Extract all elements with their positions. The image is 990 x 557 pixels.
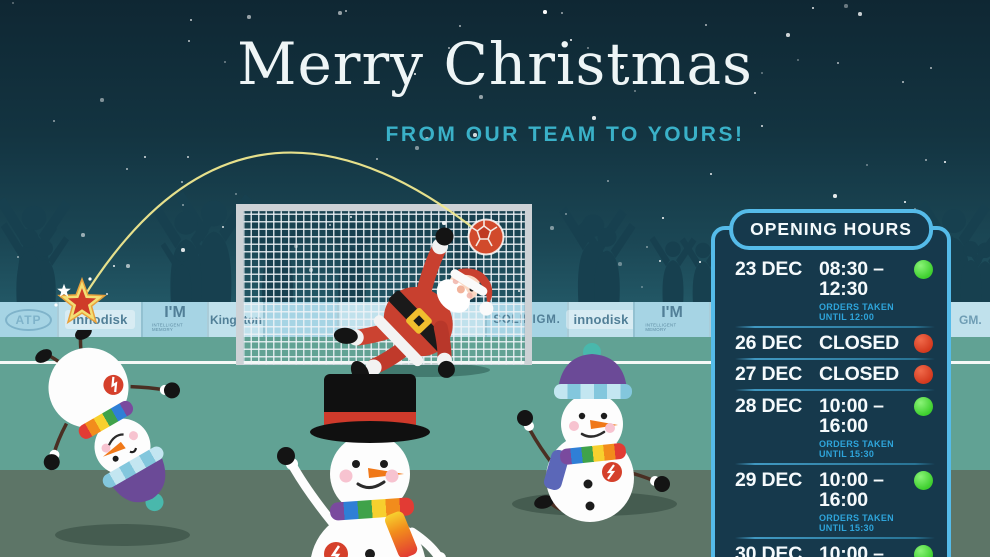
snowman-top-hat [277,374,446,557]
status-dot [914,396,933,416]
sponsor-im-2: I'M INTELLIGENT MEMORY [633,302,709,337]
shadow [360,363,490,377]
status-dot [914,470,933,490]
row-hours: 08:30 – 12:30 [819,258,884,301]
sponsor-im: I'M INTELLIGENT MEMORY [141,302,207,337]
innodisk-logo: innodisk [566,310,636,329]
row-day: 29 DEC [735,468,803,491]
row-divider [735,537,935,540]
solidigm-partial-logo: GM. [959,312,982,327]
greeting-title-block: Merry Christmas FROM OUR TEAM TO YOURS! [0,30,990,147]
opening-hours-panel: OPENING HOURS 23 DEC 08:30 – 12:30 ORDER… [711,209,951,557]
row-note: ORDERS TAKEN UNTIL 15:30 [819,512,894,533]
opening-hours-header: OPENING HOURS [729,209,933,250]
football [467,218,505,256]
status-dot [914,365,933,385]
row-hours: 10:00 – 16:00 [819,394,884,438]
status-dot [914,260,933,279]
row-day: 30 DEC [735,542,803,557]
row-note: ORDERS TAKEN UNTIL 15:30 [819,438,894,459]
row-day: 23 DEC [735,258,803,280]
opening-hours-row: 23 DEC 08:30 – 12:30 ORDERS TAKEN UNTIL … [735,256,935,325]
row-day: 26 DEC [735,331,803,354]
im-logo: I'M INTELLIGENT MEMORY [151,304,186,333]
page-title: Merry Christmas [237,30,753,98]
row-divider [735,463,935,466]
opening-hours-row: 26 DEC CLOSED [735,330,935,356]
status-dot [914,544,933,557]
santa-goalkeeper [333,227,494,384]
row-divider [735,357,935,360]
row-divider [735,389,935,392]
opening-hours-row: 30 DEC 10:00 – 16:00 ORDERS TAKEN UNTIL … [735,541,935,557]
opening-hours-row: 28 DEC 10:00 – 16:00 ORDERS TAKEN UNTIL … [735,393,935,462]
snowman-flipping [35,330,180,512]
row-hours: 10:00 – 16:00 [819,468,884,512]
sponsor-innodisk-2: innodisk [566,302,636,337]
row-hours: CLOSED [819,331,900,354]
row-hours: CLOSED [819,363,900,386]
row-divider [735,326,935,329]
row-hours: 10:00 – 16:00 [819,542,884,557]
row-day: 28 DEC [735,394,803,417]
snowman-walking [517,343,670,522]
row-day: 27 DEC [735,363,803,386]
shadow [55,524,190,546]
im-logo: I'M INTELLIGENT MEMORY [645,304,683,333]
page-subtitle: FROM OUR TEAM TO YOURS! [385,123,745,146]
row-note: ORDERS TAKEN UNTIL 12:00 [819,301,894,322]
opening-hours-row: 27 DEC CLOSED [735,361,935,387]
kick-star-burst [54,276,107,325]
opening-hours-row: 29 DEC 10:00 – 16:00 ORDERS TAKEN UNTIL … [735,467,935,536]
atp-logo: ATP [5,308,52,331]
status-dot [914,333,933,353]
sponsor-atp: ATP [0,302,57,337]
